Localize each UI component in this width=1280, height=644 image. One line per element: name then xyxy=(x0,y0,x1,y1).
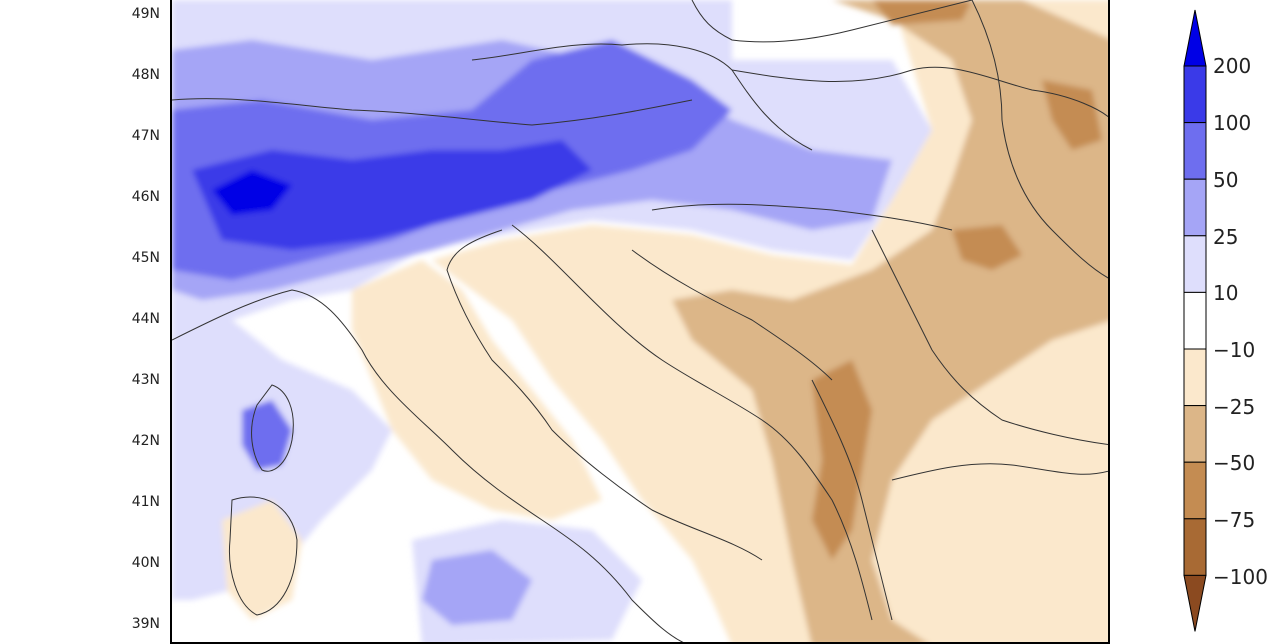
colorbar-label-200: 200 xyxy=(1213,54,1252,78)
brown-region-light-sardinia xyxy=(222,500,302,620)
border-bosnia xyxy=(631,249,833,381)
colorbar-band xyxy=(1183,65,1207,124)
colorbar-band xyxy=(1183,178,1207,237)
adriatic-west-coast xyxy=(446,229,763,561)
colorbar-extend-top xyxy=(1183,9,1207,67)
colorbar-band xyxy=(1183,405,1207,463)
colorbar-bands xyxy=(1183,9,1207,632)
border-austria xyxy=(471,43,813,151)
anomaly-map xyxy=(170,0,1110,644)
borders xyxy=(172,0,1108,642)
colorbar-label-neg10: −10 xyxy=(1213,338,1256,362)
brown-region-strong-mid xyxy=(952,225,1022,270)
brown-region-strong-ne xyxy=(1042,80,1102,150)
colorbar xyxy=(1183,9,1207,632)
colorbar-band xyxy=(1183,122,1207,180)
colorbar-band xyxy=(1183,291,1207,350)
border-alps xyxy=(172,98,693,126)
colorbar-band xyxy=(1183,461,1207,520)
blue-region-stronger xyxy=(192,140,592,250)
border-croatia xyxy=(651,203,953,231)
blue-region-south xyxy=(422,550,532,625)
lat-label-40n: 40N xyxy=(131,555,160,571)
lat-label-48n: 48N xyxy=(131,67,160,83)
colorbar-label-50: 50 xyxy=(1213,168,1239,192)
lat-label-39n: 39N xyxy=(131,616,160,632)
precip-anomaly-fields xyxy=(172,0,1108,642)
border-east xyxy=(971,0,1108,279)
lat-label-41n: 41N xyxy=(131,494,160,510)
map-canvas xyxy=(172,0,1108,642)
colorbar-label-neg25: −25 xyxy=(1213,395,1256,419)
adriatic-east-coast xyxy=(511,224,873,621)
border-hungary xyxy=(731,66,1108,118)
colorbar-label-neg100: −100 xyxy=(1213,565,1268,589)
border-greece xyxy=(891,463,1108,481)
lat-label-49n: 49N xyxy=(131,6,160,22)
colorbar-label-neg50: −50 xyxy=(1213,451,1256,475)
corsica-coast xyxy=(251,384,294,472)
brown-region-medium xyxy=(672,0,1108,642)
border-albania xyxy=(811,379,893,621)
sardinia-coast xyxy=(228,496,298,616)
italy-coast xyxy=(172,289,684,642)
lat-label-43n: 43N xyxy=(131,372,160,388)
lat-label-45n: 45N xyxy=(131,250,160,266)
border-north xyxy=(691,0,973,43)
brown-region-light-italy xyxy=(352,260,602,520)
colorbar-band xyxy=(1183,518,1207,576)
lat-label-44n: 44N xyxy=(131,311,160,327)
colorbar-band xyxy=(1183,348,1207,407)
colorbar-label-10: 10 xyxy=(1213,281,1239,305)
colorbar-label-neg75: −75 xyxy=(1213,508,1256,532)
blue-region-max xyxy=(212,170,292,215)
colorbar-extend-bottom xyxy=(1183,574,1207,632)
border-serbia xyxy=(871,229,1108,445)
lat-label-47n: 47N xyxy=(131,128,160,144)
lat-label-42n: 42N xyxy=(131,433,160,449)
colorbar-band xyxy=(1183,235,1207,293)
colorbar-label-25: 25 xyxy=(1213,225,1239,249)
colorbar-label-100: 100 xyxy=(1213,111,1252,135)
lat-label-46n: 46N xyxy=(131,189,160,205)
